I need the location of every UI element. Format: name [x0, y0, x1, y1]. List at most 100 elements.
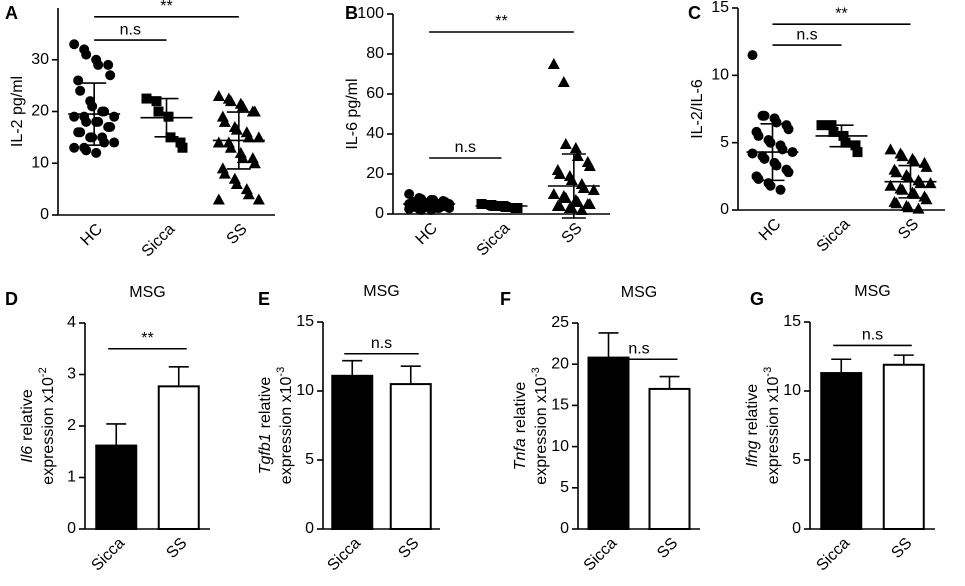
x-tick-label: Sicca [581, 535, 621, 575]
data-point [99, 106, 110, 117]
y-axis-label-text: relative [512, 382, 529, 434]
x-tick-label: Sicca [324, 535, 364, 575]
significance-label: n.s [628, 340, 649, 357]
data-point [852, 147, 863, 158]
data-point [141, 93, 152, 104]
chart-title: MSG [621, 284, 657, 301]
y-axis-label-text: relative [744, 384, 761, 436]
data-point [93, 116, 104, 127]
data-point [571, 196, 584, 207]
x-tick-label: SS [888, 535, 915, 562]
data-point [252, 131, 265, 143]
panel-label: D [5, 289, 18, 309]
data-point [557, 76, 570, 87]
y-tick-label: 15 [296, 313, 314, 330]
significance-label: ** [160, 0, 172, 15]
y-tick-label: 1 [67, 469, 76, 486]
y-axis-label-text: expression x10 [765, 376, 782, 484]
y-tick-label: 10 [711, 67, 729, 84]
data-point [69, 39, 80, 50]
data-point [73, 75, 84, 86]
significance-label: n.s [862, 327, 883, 344]
data-point [840, 137, 851, 148]
panel-label: C [688, 3, 701, 23]
data-point [69, 142, 80, 153]
x-tick-label: SS [163, 535, 190, 562]
y-tick-label: 10 [31, 154, 49, 171]
data-point [230, 177, 243, 189]
panel-label: B [345, 3, 358, 23]
data-point [91, 147, 102, 158]
data-point [512, 203, 523, 213]
data-point [109, 137, 120, 148]
y-tick-label: 10 [296, 382, 314, 399]
bar [587, 356, 630, 530]
y-tick-label: 2 [67, 417, 76, 434]
y-axis-label-text: relative [19, 389, 36, 441]
data-point [248, 105, 261, 117]
panel-label: E [258, 289, 270, 309]
data-point [924, 177, 937, 189]
y-tick-label: 100 [357, 5, 384, 22]
significance-label: ** [141, 330, 153, 347]
y-axis-label: Ifng relative [744, 384, 761, 467]
data-point [151, 96, 162, 107]
data-point [765, 180, 776, 191]
exponent: -3 [275, 367, 287, 377]
data-point [404, 204, 415, 214]
y-axis-label: IL-6 pg/ml [344, 78, 361, 149]
y-tick-label: 4 [67, 314, 76, 331]
data-point [890, 197, 903, 209]
bar [389, 383, 432, 530]
y-tick-label: 20 [366, 165, 384, 182]
data-point [553, 168, 566, 179]
data-point [759, 153, 770, 164]
significance-label: n.s [796, 26, 817, 43]
data-point [242, 188, 255, 200]
data-point [575, 204, 588, 215]
data-point [434, 203, 445, 213]
data-point [105, 122, 116, 133]
data-point [93, 59, 104, 70]
chart-title: MSG [363, 283, 399, 300]
data-point [902, 201, 915, 213]
data-point [583, 198, 596, 209]
significance-label: n.s [455, 139, 476, 156]
data-point [212, 136, 225, 148]
y-axis-label: expression x10-3 [762, 367, 782, 484]
y-axis-label-text: expression x10 [40, 377, 57, 485]
data-point [583, 160, 596, 171]
y-tick-label: 80 [366, 45, 384, 62]
data-point [547, 188, 560, 199]
data-point [175, 137, 186, 148]
data-point [109, 111, 120, 122]
data-point [747, 148, 758, 159]
x-tick-label: SS [654, 535, 681, 562]
y-tick-label: 0 [375, 205, 384, 222]
data-point [87, 132, 98, 143]
data-point [500, 202, 511, 212]
x-tick-label: SS [395, 535, 422, 562]
y-axis-label-text: expression x10 [533, 377, 550, 485]
y-tick-label: 0 [792, 520, 801, 537]
x-tick-label: HC [756, 216, 784, 244]
gene-name: Ifng [744, 440, 761, 467]
data-point [103, 59, 114, 70]
data-point [75, 127, 86, 138]
x-tick-label: SS [895, 216, 922, 243]
data-point [242, 131, 255, 143]
data-point [230, 123, 243, 135]
y-axis-label-text: relative [257, 377, 274, 429]
panel-label: A [5, 3, 18, 23]
y-tick-label: 0 [67, 520, 76, 537]
bar [95, 444, 138, 531]
data-point [884, 179, 897, 191]
data-point [69, 111, 80, 122]
data-point [218, 167, 231, 179]
y-tick-label: 0 [560, 520, 569, 537]
y-tick-label: 3 [67, 366, 76, 383]
data-point [777, 144, 788, 155]
data-point [890, 166, 903, 178]
data-point [587, 184, 600, 195]
